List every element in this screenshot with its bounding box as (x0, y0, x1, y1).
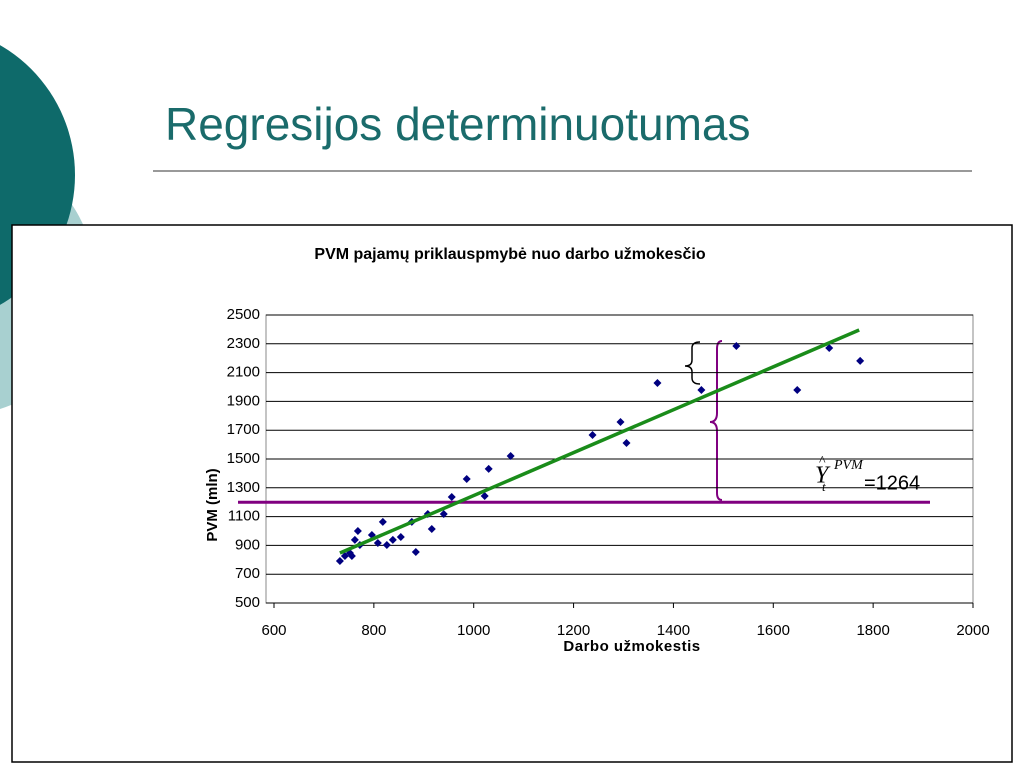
x-axis-label: Darbo užmokestis (563, 638, 700, 655)
y-tick-label: 1100 (228, 508, 260, 525)
chart-frame (11, 224, 1013, 763)
point (856, 356, 865, 365)
y-axis-label: PVM (mln) (204, 468, 221, 541)
small-brace (684, 341, 701, 385)
point (350, 535, 359, 544)
point (480, 492, 489, 501)
point (396, 533, 405, 542)
point (411, 548, 420, 557)
point (382, 540, 391, 549)
y-tick-label: 1500 (227, 450, 260, 467)
y-tick-label: 700 (235, 565, 260, 582)
annotation-hat: ^ (819, 454, 826, 469)
annotation-text: =1264 (864, 472, 920, 494)
point (335, 556, 344, 565)
x-tick-label: 1800 (856, 622, 889, 639)
point (439, 510, 448, 519)
y-tick-label: 1700 (227, 421, 260, 438)
y-tick-label: 2100 (227, 364, 260, 381)
x-tick-label: 1000 (457, 622, 490, 639)
x-tick-label: 2000 (956, 622, 989, 639)
y-tick-label: 900 (235, 536, 260, 553)
point (588, 430, 597, 439)
point (353, 527, 362, 535)
point (506, 451, 515, 460)
point (347, 552, 356, 561)
y-tick-label: 2500 (227, 306, 260, 323)
point (653, 378, 662, 387)
annotation-subscript: t (822, 479, 826, 494)
y-tick-label: 1300 (227, 479, 260, 496)
x-tick-label: 800 (361, 622, 386, 639)
point (427, 524, 436, 533)
point (732, 341, 741, 350)
point (825, 343, 834, 352)
point (373, 538, 382, 547)
annotation-superscript: PVM (833, 458, 864, 473)
y-tick-label: 1900 (227, 392, 260, 409)
point (697, 386, 706, 395)
point (462, 475, 471, 484)
point (793, 386, 802, 395)
slide-title: Regresijos determinuotumas (165, 98, 751, 150)
point (340, 552, 349, 561)
x-tick-label: 1600 (757, 622, 790, 639)
y-tick-label: 500 (235, 594, 260, 611)
chart-title: PVM pajamų priklauspmybė nuo darbo užmok… (314, 246, 705, 263)
x-tick-label: 1400 (657, 622, 690, 639)
point (616, 417, 625, 426)
large-brace (709, 340, 723, 501)
point (388, 535, 397, 544)
point (378, 517, 387, 526)
y-tick-label: 2300 (227, 335, 260, 352)
x-tick-label: 1200 (557, 622, 590, 639)
trend-line (339, 328, 860, 555)
point (622, 439, 631, 448)
point (484, 464, 493, 473)
point (447, 493, 456, 502)
x-tick-label: 600 (261, 622, 286, 639)
annotation-symbol: Y (815, 463, 831, 489)
